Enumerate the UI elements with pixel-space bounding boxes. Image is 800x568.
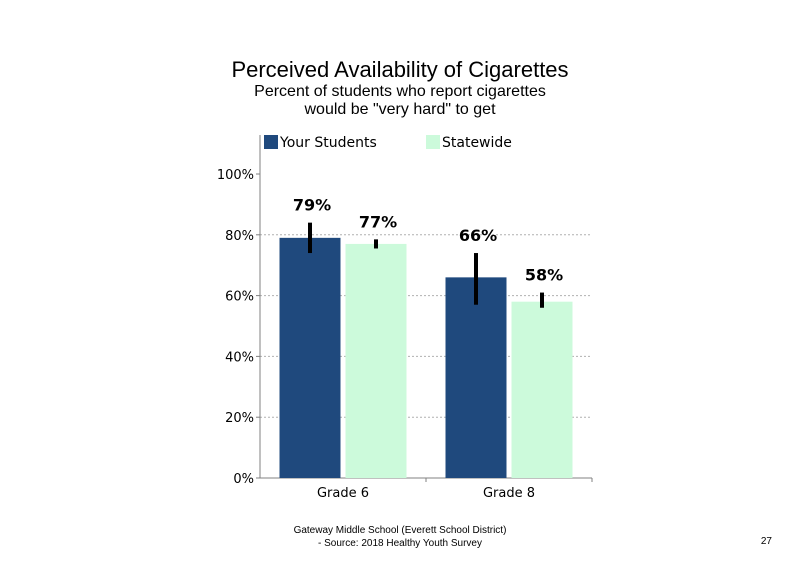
bar	[345, 243, 407, 478]
chart-subtitle: Percent of students who report cigarette…	[0, 83, 800, 119]
data-label: 58%	[525, 266, 563, 285]
x-category-label: Grade 8	[483, 486, 535, 501]
legend-label: Statewide	[442, 135, 512, 151]
footer-school: Gateway Middle School (Everett School Di…	[293, 525, 507, 536]
page-number: 27	[760, 536, 772, 547]
data-label: 77%	[359, 212, 397, 231]
data-label: 66%	[459, 226, 497, 245]
y-tick-label: 60%	[225, 290, 254, 305]
chart-title: Perceived Availability of Cigarettes	[231, 57, 569, 82]
y-tick-label: 80%	[225, 229, 254, 244]
bar	[279, 237, 341, 478]
y-tick-label: 100%	[217, 168, 254, 183]
y-tick-label: 20%	[225, 411, 254, 426]
y-tick-label: 0%	[233, 472, 254, 487]
subtitle-line-1: Percent of students who report cigarette…	[254, 83, 546, 100]
y-tick-label: 40%	[225, 350, 254, 365]
legend-swatch	[426, 135, 440, 149]
data-label: 79%	[293, 196, 331, 215]
x-category-label: Grade 6	[317, 486, 369, 501]
footer: Gateway Middle School (Everett School Di…	[0, 524, 800, 550]
subtitle-line-2: would be "very hard" to get	[304, 101, 496, 118]
footer-source: - Source: 2018 Healthy Youth Survey	[318, 538, 482, 549]
bar	[511, 301, 573, 478]
bar	[445, 277, 507, 478]
legend-label: Your Students	[279, 135, 377, 151]
legend-swatch	[264, 135, 278, 149]
